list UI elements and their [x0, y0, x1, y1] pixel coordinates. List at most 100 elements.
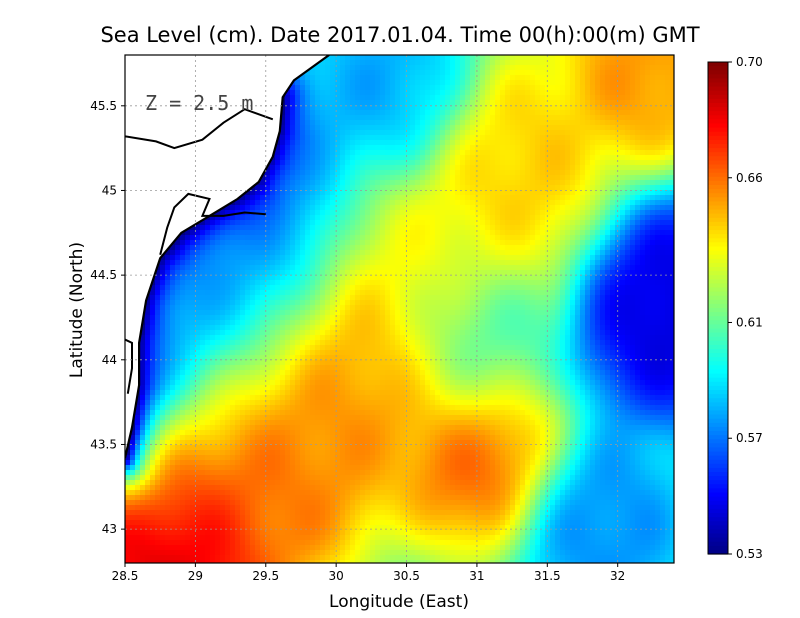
heatmap-cell — [220, 510, 226, 516]
heatmap-cell — [340, 295, 346, 301]
heatmap-cell — [190, 510, 196, 516]
heatmap-cell — [235, 325, 241, 331]
heatmap-cell — [275, 245, 281, 251]
heatmap-cell — [315, 135, 321, 141]
heatmap-cell — [330, 325, 336, 331]
heatmap-cell — [320, 530, 326, 536]
heatmap-cell — [245, 325, 251, 331]
heatmap-cell — [195, 235, 201, 241]
heatmap-cell — [280, 110, 286, 116]
heatmap-cell — [310, 195, 316, 201]
heatmap-cell — [265, 250, 271, 256]
heatmap-cell — [190, 470, 196, 476]
heatmap-cell — [150, 440, 156, 446]
heatmap-cell — [255, 395, 261, 401]
heatmap-cell — [315, 295, 321, 301]
heatmap-cell — [260, 355, 266, 361]
heatmap-cell — [235, 365, 241, 371]
heatmap-cell — [155, 535, 161, 541]
heatmap-cell — [355, 365, 361, 371]
heatmap-cell — [220, 530, 226, 536]
heatmap-cell — [340, 500, 346, 506]
heatmap-cell — [310, 215, 316, 221]
heatmap-cell — [320, 535, 326, 541]
heatmap-cell — [160, 450, 166, 456]
heatmap-cell — [300, 220, 306, 226]
heatmap-cell — [335, 510, 341, 516]
heatmap-cell — [255, 185, 261, 191]
heatmap-cell — [260, 500, 266, 506]
heatmap-cell — [220, 300, 226, 306]
heatmap-cell — [190, 560, 196, 563]
heatmap-cell — [330, 125, 336, 131]
heatmap-cell — [200, 390, 206, 396]
heatmap-cell — [305, 375, 311, 381]
heatmap-cell — [320, 435, 326, 441]
heatmap-cell — [175, 360, 181, 366]
heatmap-cell — [320, 455, 326, 461]
heatmap-cell — [275, 210, 281, 216]
heatmap-cell — [230, 435, 236, 441]
heatmap-cell — [350, 490, 356, 496]
heatmap-cell — [365, 160, 371, 166]
heatmap-cell — [295, 475, 301, 481]
heatmap-cell — [250, 485, 256, 491]
heatmap-cell — [125, 470, 131, 476]
heatmap-cell — [325, 175, 331, 181]
heatmap-cell — [300, 225, 306, 231]
heatmap-cell — [210, 520, 216, 526]
heatmap-cell — [195, 545, 201, 551]
heatmap-cell — [285, 120, 291, 126]
heatmap-cell — [270, 290, 276, 296]
heatmap-cell — [155, 430, 161, 436]
heatmap-cell — [145, 485, 151, 491]
heatmap-cell — [140, 350, 146, 356]
heatmap-cell — [225, 370, 231, 376]
heatmap-cell — [315, 430, 321, 436]
heatmap-cell — [185, 490, 191, 496]
heatmap-cell — [170, 315, 176, 321]
heatmap-cell — [190, 525, 196, 531]
heatmap-cell — [340, 475, 346, 481]
heatmap-cell — [355, 140, 361, 146]
heatmap-cell — [310, 370, 316, 376]
heatmap-cell — [340, 110, 346, 116]
heatmap-cell — [190, 380, 196, 386]
heatmap-cell — [200, 235, 206, 241]
heatmap-cell — [365, 475, 371, 481]
heatmap-cell — [265, 360, 271, 366]
heatmap-cell — [320, 330, 326, 336]
heatmap-cell — [275, 165, 281, 171]
heatmap-cell — [260, 305, 266, 311]
heatmap-cell — [290, 205, 296, 211]
heatmap-cell — [330, 515, 336, 521]
heatmap-cell — [350, 125, 356, 131]
heatmap-cell — [205, 280, 211, 286]
heatmap-cell — [290, 495, 296, 501]
heatmap-cell — [185, 475, 191, 481]
heatmap-cell — [235, 375, 241, 381]
heatmap-cell — [170, 365, 176, 371]
heatmap-cell — [285, 380, 291, 386]
heatmap-cell — [245, 315, 251, 321]
heatmap-cell — [255, 360, 261, 366]
heatmap-cell — [135, 505, 141, 511]
heatmap-cell — [275, 375, 281, 381]
heatmap-cell — [365, 220, 371, 226]
heatmap-cell — [125, 550, 131, 556]
heatmap-cell — [360, 165, 366, 171]
heatmap-cell — [180, 540, 186, 546]
heatmap-cell — [165, 435, 171, 441]
heatmap-cell — [205, 535, 211, 541]
heatmap-cell — [215, 550, 221, 556]
heatmap-cell — [275, 540, 281, 546]
heatmap-cell — [250, 410, 256, 416]
heatmap-cell — [195, 490, 201, 496]
heatmap-cell — [205, 470, 211, 476]
heatmap-cell — [265, 190, 271, 196]
heatmap-cell — [235, 265, 241, 271]
heatmap-cell — [360, 520, 366, 526]
heatmap-cell — [360, 540, 366, 546]
heatmap-cell — [245, 470, 251, 476]
heatmap-cell — [210, 235, 216, 241]
